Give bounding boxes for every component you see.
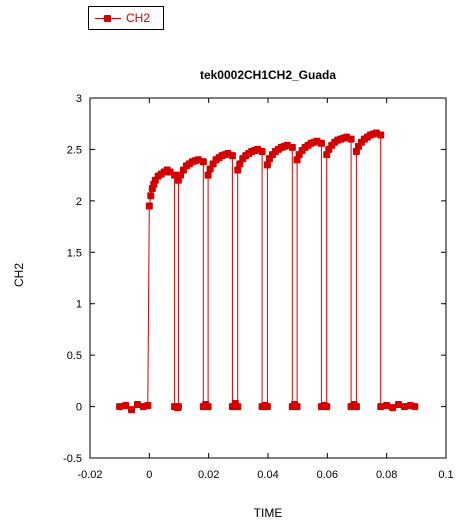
data-point [234, 166, 242, 174]
x-tick-label: 0.04 [257, 469, 278, 481]
y-tick-label: 3 [76, 93, 82, 105]
y-tick-label: -0.5 [63, 453, 82, 465]
x-axis-label: TIME [253, 506, 283, 520]
data-point [204, 403, 212, 411]
data-point [144, 402, 152, 410]
legend-label-ch2: CH2 [126, 11, 151, 25]
legend-square-marker-icon [104, 15, 111, 22]
data-point [116, 403, 124, 411]
data-point [383, 402, 391, 410]
y-tick-label: 0 [76, 402, 82, 414]
data-point [323, 403, 331, 411]
x-tick-label: 0.1 [438, 469, 453, 481]
data-point [288, 143, 296, 151]
y-tick-label: 2 [76, 196, 82, 208]
y-tick-label: 0.5 [67, 350, 82, 362]
data-point [395, 401, 403, 409]
x-tick-label: 0 [146, 469, 152, 481]
data-point [293, 403, 301, 411]
data-point [377, 131, 385, 139]
data-point [228, 152, 236, 160]
data-point [389, 404, 397, 412]
y-tick-label: 1 [76, 299, 82, 311]
data-point [128, 406, 136, 414]
data-point [145, 202, 153, 210]
x-tick-label: 0.06 [317, 469, 338, 481]
legend: CH2 [88, 6, 164, 30]
data-point [199, 158, 207, 166]
y-tick-label: 1.5 [67, 247, 82, 259]
y-tick-label: 2.5 [67, 144, 82, 156]
x-tick-label: 0.08 [376, 469, 397, 481]
data-point [234, 403, 242, 411]
data-point [347, 135, 355, 143]
x-tick-label: -0.02 [77, 469, 102, 481]
data-point [174, 403, 182, 411]
data-point [377, 403, 385, 411]
data-point [263, 161, 271, 169]
data-point [258, 147, 266, 155]
x-tick-label: 0.02 [198, 469, 219, 481]
data-point [263, 403, 271, 411]
data-point [352, 403, 360, 411]
data-point [317, 139, 325, 147]
data-point [204, 171, 212, 179]
data-point [122, 402, 130, 410]
data-point [147, 192, 155, 200]
data-point [400, 403, 408, 411]
data-point [411, 403, 419, 411]
chart-title: tek0002CH1CH2_Guada [199, 68, 337, 82]
data-point [133, 401, 141, 409]
